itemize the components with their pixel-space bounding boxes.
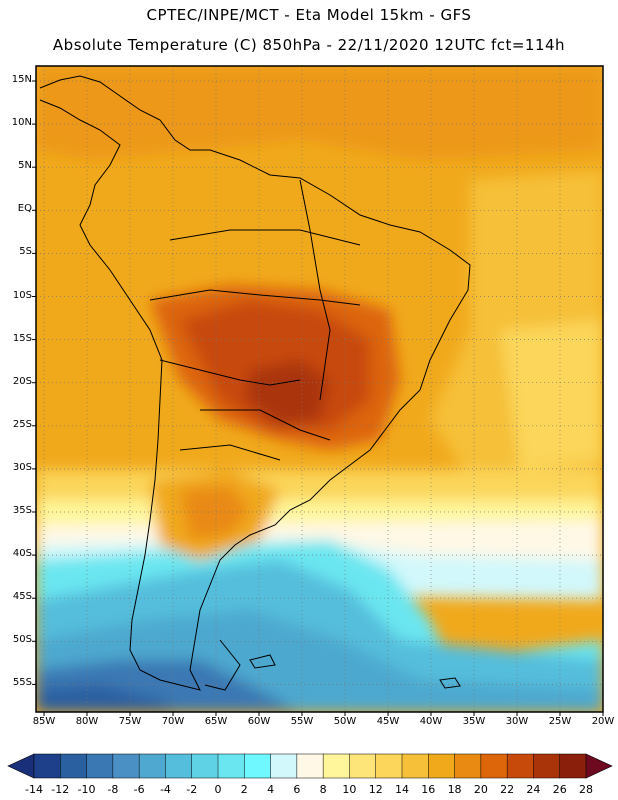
colorbar-swatch: [33, 753, 61, 779]
colorbar-swatch: [191, 753, 219, 779]
colorbar-swatch: [165, 753, 193, 779]
longitude-label: 45W: [376, 716, 400, 727]
colorbar-label: 16: [421, 783, 436, 796]
latitude-label: 30S: [12, 461, 32, 473]
longitude-label: 25W: [548, 716, 572, 727]
colorbar-swatch: [296, 753, 324, 779]
colorbar-label: 26: [552, 783, 567, 796]
temperature-field: [36, 66, 603, 712]
axis-ticks: [32, 80, 604, 716]
map-title-line-2: Absolute Temperature (C) 850hPa - 22/11/…: [52, 36, 566, 54]
map-frame: [35, 65, 604, 713]
colorbar: [7, 753, 613, 779]
longitude-label: 40W: [419, 716, 443, 727]
colorbar-low-triangle: [7, 753, 35, 779]
colorbar-label: -10: [77, 783, 96, 796]
colorbar-label: 10: [342, 783, 357, 796]
latitude-label: 10N: [11, 117, 32, 129]
latitude-label: 50S: [12, 634, 32, 646]
longitude-label: 20W: [591, 716, 615, 727]
colorbar-swatch: [270, 753, 298, 779]
longitude-label: 55W: [290, 716, 314, 727]
colorbar-swatch: [60, 753, 88, 779]
colorbar-label: -14: [25, 783, 43, 796]
colorbar-swatch: [533, 753, 561, 779]
colorbar-label: 18: [447, 783, 462, 796]
longitude-label: 60W: [247, 716, 271, 727]
colorbar-label: 6: [293, 783, 301, 796]
colorbar-swatch: [138, 753, 166, 779]
colorbar-label: 24: [526, 783, 541, 796]
latitude-label: 55S: [12, 677, 32, 689]
longitude-label: 50W: [333, 716, 357, 727]
colorbar-label: 22: [500, 783, 515, 796]
longitude-label: 85W: [32, 716, 56, 727]
colorbar-label: 20: [473, 783, 488, 796]
colorbar-swatch: [428, 753, 456, 779]
colorbar-swatch: [401, 753, 429, 779]
colorbar-label: 12: [368, 783, 383, 796]
longitude-label: 30W: [505, 716, 529, 727]
colorbar-label: 2: [240, 783, 248, 796]
latitude-label: 35S: [12, 505, 32, 516]
colorbar-label: -4: [159, 783, 171, 796]
colorbar-label: 0: [214, 783, 222, 796]
colorbar-label: -12: [51, 783, 70, 796]
colorbar-swatch: [322, 753, 350, 779]
colorbar-label: 4: [267, 783, 275, 796]
graticule: [36, 66, 603, 712]
latitude-label: 10S: [12, 289, 32, 301]
latitude-label: EQ: [17, 203, 32, 215]
colorbar-swatch: [506, 753, 534, 779]
colorbar-high-triangle: [585, 753, 613, 779]
latitude-label: 5S: [19, 246, 32, 258]
colorbar-label: -6: [133, 783, 145, 796]
longitude-label: 35W: [462, 716, 486, 727]
latitude-label: 20S: [12, 375, 32, 387]
latitude-label: 40S: [12, 548, 32, 560]
latitude-label: 5N: [18, 160, 32, 172]
coastlines: [39, 75, 471, 691]
colorbar-label: 8: [319, 783, 327, 796]
latitude-label: 45S: [12, 591, 32, 603]
colorbar-swatch: [480, 753, 508, 779]
longitude-label: 80W: [75, 716, 99, 727]
colorbar-swatch: [349, 753, 377, 779]
colorbar-swatch: [112, 753, 140, 779]
colorbar-label: 28: [579, 783, 593, 796]
longitude-label: 75W: [118, 716, 142, 727]
colorbar-swatch: [217, 753, 245, 779]
latitude-label: 15N: [11, 74, 32, 85]
colorbar-swatch: [375, 753, 403, 779]
colorbar-swatch: [559, 753, 587, 779]
colorbar-label: -2: [186, 783, 198, 796]
latitude-label: 15S: [12, 332, 32, 344]
longitude-label: 65W: [204, 716, 228, 727]
longitude-label: 70W: [161, 716, 185, 727]
colorbar-swatch: [86, 753, 114, 779]
latitude-label: 25S: [12, 418, 32, 430]
colorbar-swatch: [244, 753, 272, 779]
colorbar-label: -8: [107, 783, 119, 796]
colorbar-label: 14: [395, 783, 409, 796]
map-title-line-1: CPTEC/INPE/MCT - Eta Model 15km - GFS: [146, 6, 472, 24]
colorbar-swatch: [454, 753, 482, 779]
